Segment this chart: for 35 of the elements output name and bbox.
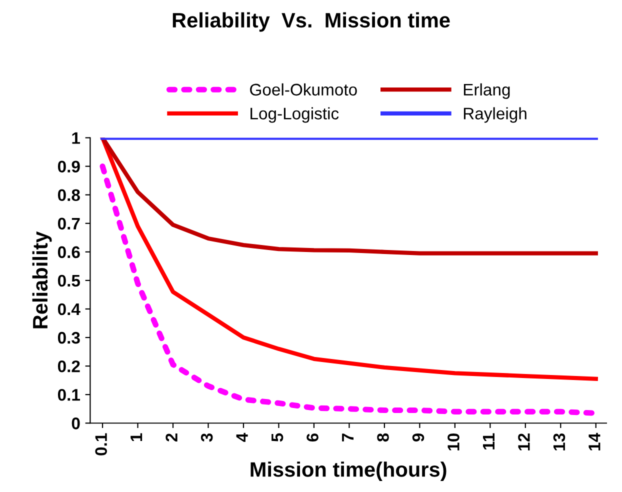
y-tick-label: 0.6 bbox=[58, 246, 80, 258]
x-axis-title: Mission time(hours) bbox=[250, 462, 446, 481]
x-tick-label: 13 bbox=[553, 433, 566, 450]
y-tick-label: 0.2 bbox=[58, 360, 80, 372]
legend-label: Log-Logistic bbox=[250, 107, 339, 123]
x-tick-label: 9 bbox=[412, 433, 424, 442]
y-tick-label: 0 bbox=[72, 418, 80, 430]
legend-label: Erlang bbox=[464, 83, 510, 99]
legend-label: Goel-Okumoto bbox=[250, 83, 357, 96]
y-tick-label: 0.9 bbox=[58, 160, 80, 172]
y-tick-label: 0.5 bbox=[58, 274, 80, 287]
line-series bbox=[100, 138, 598, 381]
x-tick-label: 3 bbox=[200, 433, 213, 442]
y-tick-label: 0.1 bbox=[58, 388, 80, 401]
x-tick-label: 1 bbox=[130, 433, 142, 442]
x-tick-label: 11 bbox=[483, 433, 494, 450]
x-tick-label: 4 bbox=[236, 432, 248, 442]
x-tick-label: 8 bbox=[377, 433, 389, 442]
y-axis-title: Reliability bbox=[32, 231, 52, 328]
x-tick-label: 10 bbox=[448, 434, 460, 450]
y-tick-label: 0.7 bbox=[58, 218, 80, 230]
x-tick-label: 0.1 bbox=[95, 433, 107, 456]
x-tick-label: 6 bbox=[306, 433, 318, 442]
x-tick-label: 12 bbox=[518, 434, 530, 450]
x-tick-label: 7 bbox=[342, 434, 354, 442]
x-tick-label: 14 bbox=[588, 432, 600, 450]
line-series bbox=[100, 138, 598, 256]
y-tick-label: 0.4 bbox=[58, 303, 80, 316]
chart-title: Reliability Vs. Mission time bbox=[172, 12, 450, 32]
legend-label: Rayleigh bbox=[464, 107, 526, 123]
y-tick-label: 0.8 bbox=[58, 189, 80, 202]
x-tick-label: 5 bbox=[272, 433, 284, 442]
y-tick-label: 1 bbox=[72, 132, 80, 144]
x-tick-label: 2 bbox=[166, 434, 178, 442]
y-tick-label: 0.3 bbox=[58, 332, 80, 344]
